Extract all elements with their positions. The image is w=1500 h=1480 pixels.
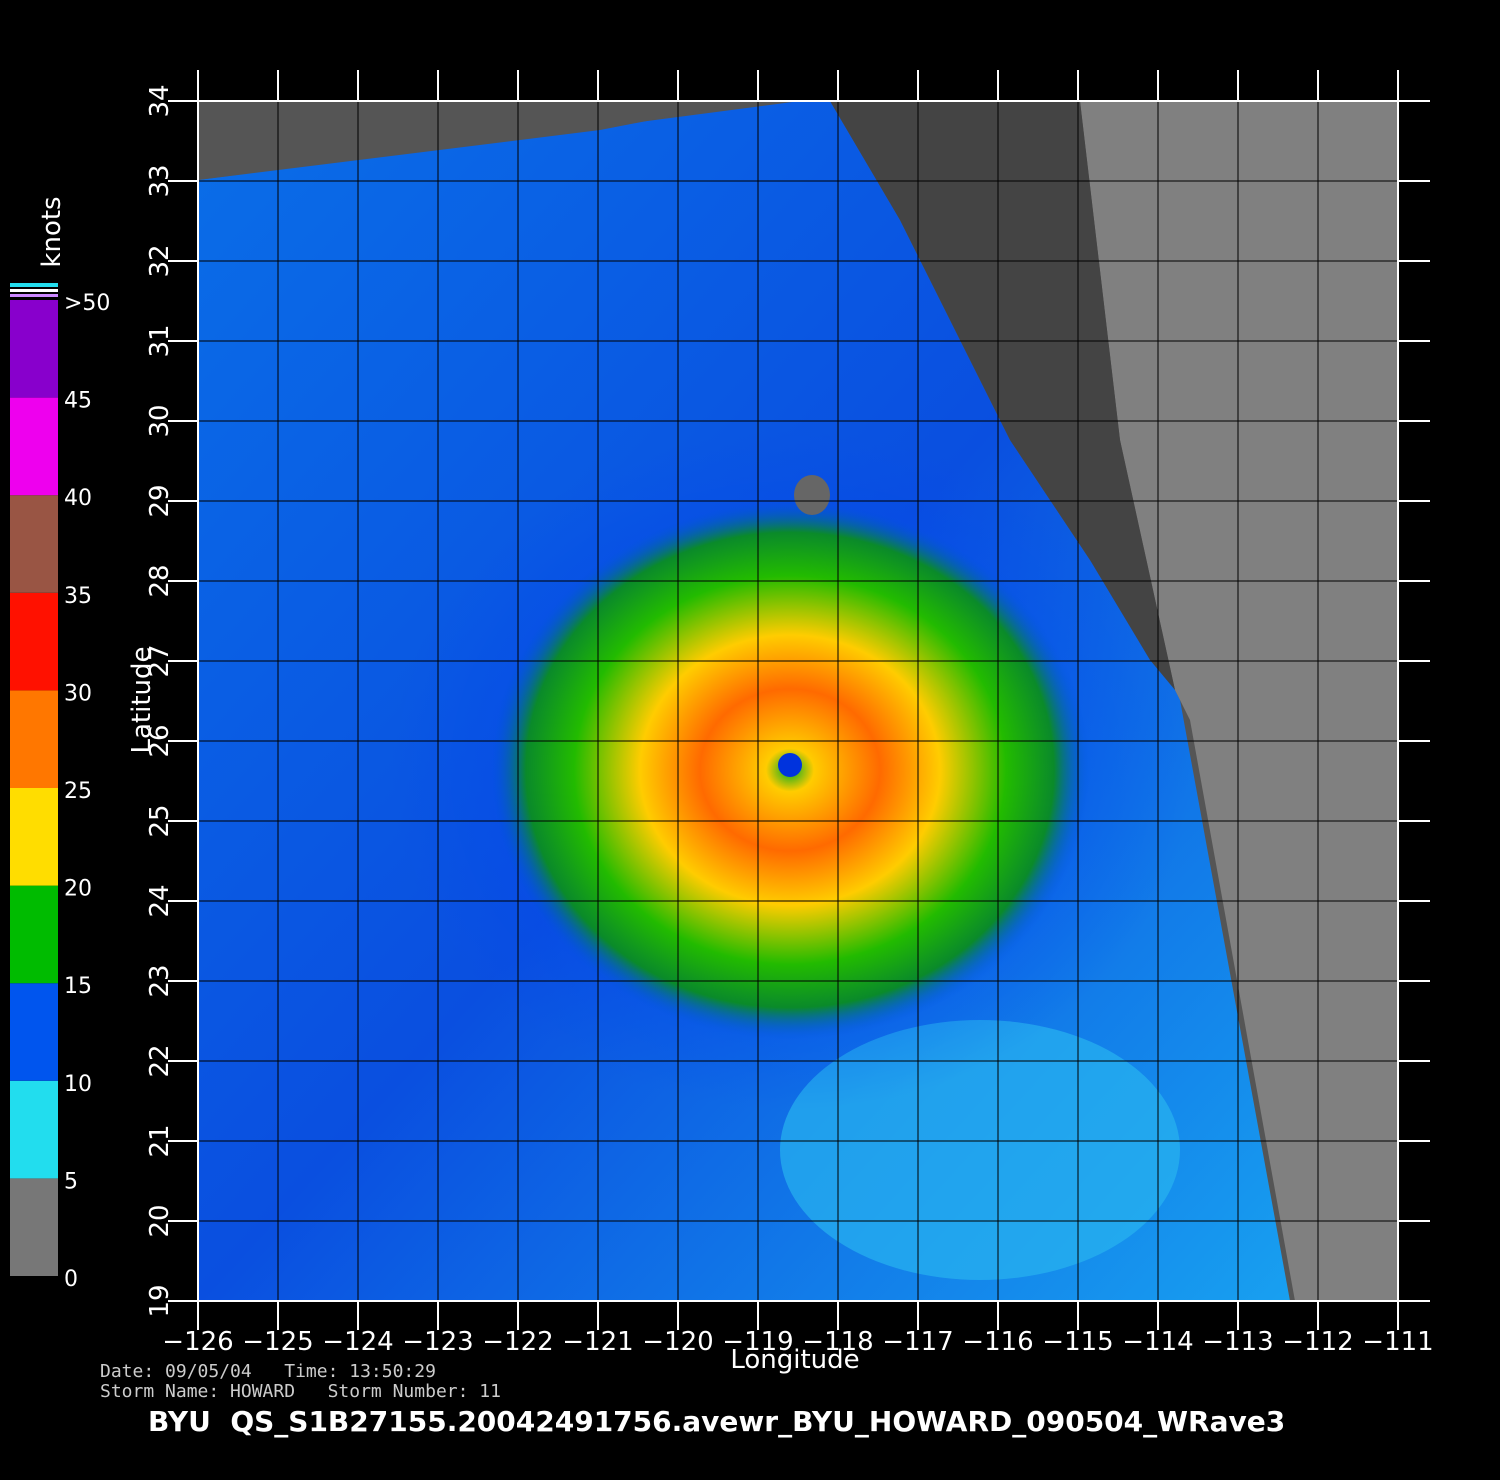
x-tick-label: −113 [1202, 1327, 1273, 1357]
footer-title: BYU QS_S1B27155.20042491756.avewr_BYU_HO… [148, 1405, 1285, 1438]
colorbar: 0 5 10 15 20 25 30 35 40 45 >50 [10, 283, 110, 1292]
x-tick-label: −124 [322, 1327, 393, 1357]
colorbar-label: 20 [64, 877, 92, 902]
colorbar-label: 10 [64, 1072, 92, 1097]
x-tick-label: −115 [1042, 1327, 1113, 1357]
y-tick-label: 30 [145, 404, 175, 437]
footer-date: Date: 09/05/04 Time: 13:50:29 [100, 1361, 436, 1382]
footer-storm: Storm Name: HOWARD Storm Number: 11 [100, 1381, 501, 1402]
x-tick-label: −118 [802, 1327, 873, 1357]
x-tick-label: −117 [882, 1327, 953, 1357]
colorbar-segment [10, 885, 58, 984]
x-tick-label: −121 [562, 1327, 633, 1357]
y-tick-label: 33 [145, 164, 175, 197]
colorbar-label: 5 [64, 1169, 78, 1194]
colorbar-label: 40 [64, 486, 92, 511]
y-axis-label: Latitude [127, 646, 157, 753]
x-tick-label: −123 [402, 1327, 473, 1357]
x-tick-label: −111 [1362, 1327, 1433, 1357]
y-tick-label: 24 [145, 884, 175, 917]
x-tick-label: −122 [482, 1327, 553, 1357]
colorbar-segment [10, 397, 58, 496]
colorbar-cap [10, 294, 58, 297]
x-tick-label: −125 [242, 1327, 313, 1357]
colorbar-segment [10, 788, 58, 886]
colorbar-label: 35 [64, 584, 92, 609]
plot-frame [197, 100, 1399, 1302]
island [794, 475, 830, 515]
y-tick-label: 26 [145, 724, 175, 757]
x-tick-label: −126 [162, 1327, 233, 1357]
colorbar-label: 0 [64, 1267, 78, 1292]
colorbar-label: 15 [64, 974, 92, 999]
eye [778, 753, 802, 777]
y-tick-label: 22 [145, 1044, 175, 1077]
colorbar-segment [10, 690, 58, 788]
x-tick-label: −112 [1282, 1327, 1353, 1357]
colorbar-segment [10, 1080, 58, 1179]
colorbar-cap [10, 283, 58, 287]
axes: −126 −125 −124 −123 −122 −121 −120 −119 −118 −117… [145, 70, 1434, 1357]
y-tick-label: 20 [145, 1204, 175, 1237]
colorbar-label: 30 [64, 681, 92, 706]
y-tick-label: 21 [145, 1124, 175, 1157]
y-tick-label: 27 [145, 644, 175, 677]
x-axis-label: Longitude [730, 1345, 859, 1375]
y-tick-label: 19 [145, 1284, 175, 1317]
y-tick-label: 31 [145, 324, 175, 357]
x-tick-label: −116 [962, 1327, 1033, 1357]
colorbar-title: knots [37, 196, 67, 267]
x-tick-label: −114 [1122, 1327, 1193, 1357]
y-tick-label: 28 [145, 564, 175, 597]
colorbar-segment [10, 300, 58, 398]
coast-strip [830, 101, 1175, 690]
colorbar-segment [10, 495, 58, 593]
wind-field [198, 101, 1398, 1301]
no-data-top [198, 101, 750, 180]
colorbar-segment [10, 592, 58, 691]
y-tick-label: 23 [145, 964, 175, 997]
y-tick-label: 34 [145, 84, 175, 117]
y-tick-label: 25 [145, 804, 175, 837]
x-tick-label: −119 [722, 1327, 793, 1357]
colorbar-label: >50 [64, 291, 110, 316]
colorbar-label: 45 [64, 389, 92, 414]
colorbar-cap [10, 289, 58, 292]
colorbar-segment [10, 983, 58, 1081]
colorbar-label: 25 [64, 779, 92, 804]
colorbar-segment [10, 1178, 58, 1276]
y-tick-label: 29 [145, 484, 175, 517]
y-tick-label: 32 [145, 244, 175, 277]
x-tick-label: −120 [642, 1327, 713, 1357]
